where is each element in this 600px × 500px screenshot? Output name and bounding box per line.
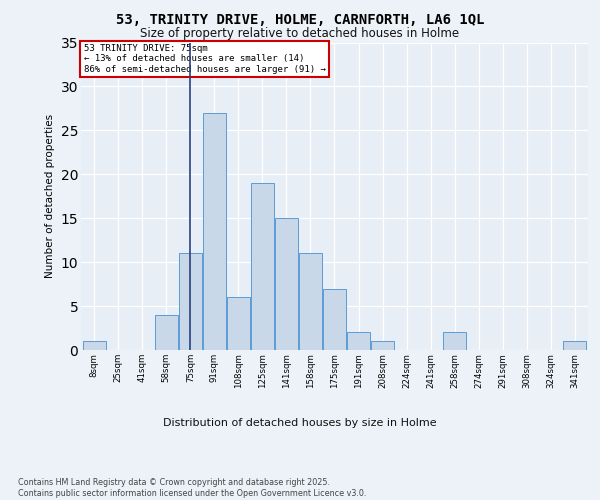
Text: Size of property relative to detached houses in Holme: Size of property relative to detached ho… [140, 28, 460, 40]
Bar [251, 183, 274, 350]
Bar [347, 332, 370, 350]
Text: 53 TRINITY DRIVE: 75sqm
← 13% of detached houses are smaller (14)
86% of semi-de: 53 TRINITY DRIVE: 75sqm ← 13% of detache… [83, 44, 325, 74]
Y-axis label: Number of detached properties: Number of detached properties [45, 114, 55, 278]
Text: Distribution of detached houses by size in Holme: Distribution of detached houses by size … [163, 418, 437, 428]
Text: 53, TRINITY DRIVE, HOLME, CARNFORTH, LA6 1QL: 53, TRINITY DRIVE, HOLME, CARNFORTH, LA6… [116, 12, 484, 26]
Bar [443, 332, 466, 350]
Bar [203, 113, 226, 350]
Bar [563, 341, 586, 350]
Bar [299, 254, 322, 350]
Bar [371, 341, 394, 350]
Bar [323, 288, 346, 350]
Bar [275, 218, 298, 350]
Bar [155, 315, 178, 350]
Text: Contains HM Land Registry data © Crown copyright and database right 2025.
Contai: Contains HM Land Registry data © Crown c… [18, 478, 367, 498]
Bar [83, 341, 106, 350]
Bar [179, 254, 202, 350]
Bar [227, 298, 250, 350]
